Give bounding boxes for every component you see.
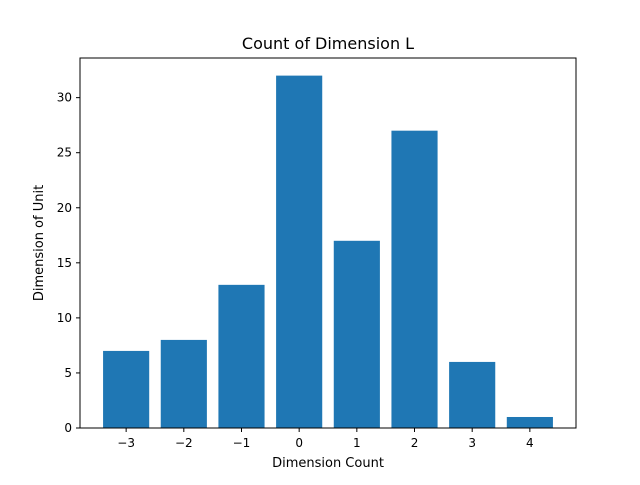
y-axis-ticks: 0 5 10 15 20 25 30 (57, 91, 80, 435)
bars (103, 75, 553, 428)
y-tick-label: 15 (57, 256, 72, 270)
x-tick-label: −1 (233, 436, 251, 450)
bar (391, 130, 438, 428)
bar (333, 240, 380, 428)
x-tick-label: 3 (468, 436, 476, 450)
bar (218, 284, 265, 428)
x-tick-label: 2 (411, 436, 419, 450)
y-tick-label: 5 (64, 366, 72, 380)
y-tick-label: 30 (57, 91, 72, 105)
y-tick-label: 10 (57, 311, 72, 325)
bar (506, 416, 553, 428)
x-tick-label: −3 (117, 436, 135, 450)
y-tick-label: 0 (64, 421, 72, 435)
bar (103, 350, 150, 428)
y-tick-label: 25 (57, 146, 72, 160)
x-axis-ticks: −3 −2 −1 0 1 2 3 4 (117, 428, 534, 450)
y-axis-label: Dimension of Unit (32, 185, 47, 301)
plot-frame (79, 57, 577, 429)
x-tick-label: −2 (175, 436, 193, 450)
x-tick-label: 0 (295, 436, 303, 450)
x-axis-label: Dimension Count (272, 456, 384, 471)
x-tick-label: 1 (353, 436, 361, 450)
bar (276, 75, 323, 428)
bar (160, 339, 207, 428)
bar (449, 361, 496, 428)
y-tick-label: 20 (57, 201, 72, 215)
chart-title: Count of Dimension L (242, 34, 414, 53)
x-tick-label: 4 (526, 436, 534, 450)
